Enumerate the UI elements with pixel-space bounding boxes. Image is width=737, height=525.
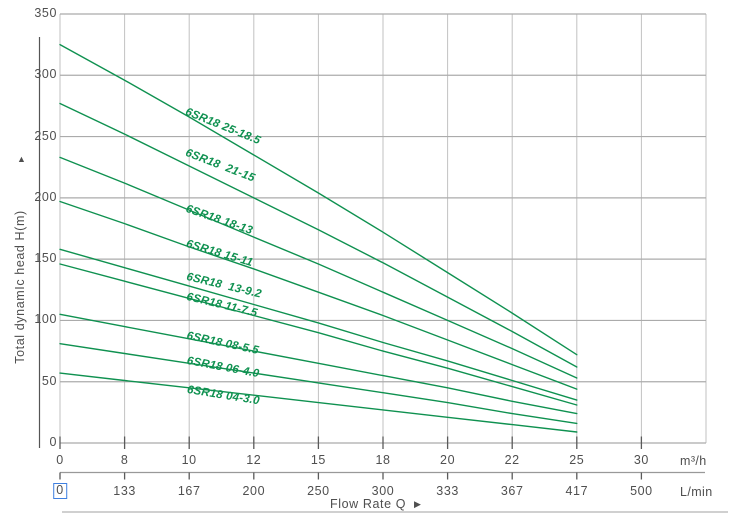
y-tick-label: 350 — [34, 6, 57, 20]
x-tick-label-lmin: 200 — [242, 484, 266, 498]
pump-curve-6 — [59, 313, 578, 415]
x-axis-title: Flow Rate Q — [330, 497, 407, 511]
pump-curves — [59, 43, 578, 433]
y-tick-label: 0 — [49, 435, 57, 449]
x-tick-label-m3h: 15 — [310, 453, 326, 467]
x-tick-label-lmin: 417 — [565, 484, 589, 498]
x-axis-unit-lmin: L/min — [680, 485, 713, 499]
x-tick-label-m3h: 12 — [246, 453, 262, 467]
x-tick-label-m3h: 30 — [633, 453, 649, 467]
y-tick-label: 100 — [34, 312, 57, 327]
x-tick-label-m3h: 0 — [56, 453, 64, 467]
x-tick-label-m3h: 20 — [440, 453, 456, 467]
x-tick-label-m3h: 18 — [375, 453, 391, 467]
y-axis-up-arrow-icon: ▲ — [17, 154, 26, 164]
x-tick-label-m3h: 25 — [569, 453, 585, 467]
axis-lines-and-ticks — [38, 37, 728, 513]
x-axis-unit-m3h: m³/h — [680, 454, 707, 468]
x-tick-label-lmin: 250 — [307, 484, 330, 498]
y-tick-label: 50 — [41, 373, 57, 388]
pump-curve-7 — [59, 343, 578, 425]
x-tick-label-m3h: 22 — [504, 453, 520, 467]
x-tick-label-lmin: 333 — [436, 484, 459, 498]
pump-curve-3 — [59, 200, 578, 390]
x-tick-label-lmin-selected: 0 — [53, 483, 67, 499]
pump-curve-4 — [59, 248, 578, 401]
x-tick-label-lmin: 133 — [113, 484, 136, 498]
y-tick-label: 300 — [34, 67, 57, 82]
x-tick-label-lmin: 167 — [177, 484, 201, 498]
x-tick-label-lmin: 300 — [371, 484, 395, 498]
pump-curve-0 — [59, 43, 578, 356]
x-tick-label-lmin: 367 — [500, 484, 524, 498]
y-tick-label: 150 — [34, 251, 57, 266]
pump-curve-8 — [59, 372, 578, 433]
x-tick-label-lmin: 500 — [630, 484, 653, 498]
x-axis-right-arrow-icon: ▶ — [414, 499, 421, 509]
gridlines — [59, 13, 707, 444]
y-tick-label: 250 — [34, 128, 57, 143]
pump-curve-1 — [59, 102, 578, 368]
y-axis-title: Total dynamIc head H(m) — [13, 210, 27, 364]
x-tick-label-m3h: 8 — [120, 453, 129, 467]
pump-curve-2 — [59, 156, 578, 379]
pump-curve-5 — [59, 263, 578, 406]
x-tick-label-m3h: 10 — [181, 453, 197, 467]
y-tick-label: 200 — [34, 189, 57, 204]
